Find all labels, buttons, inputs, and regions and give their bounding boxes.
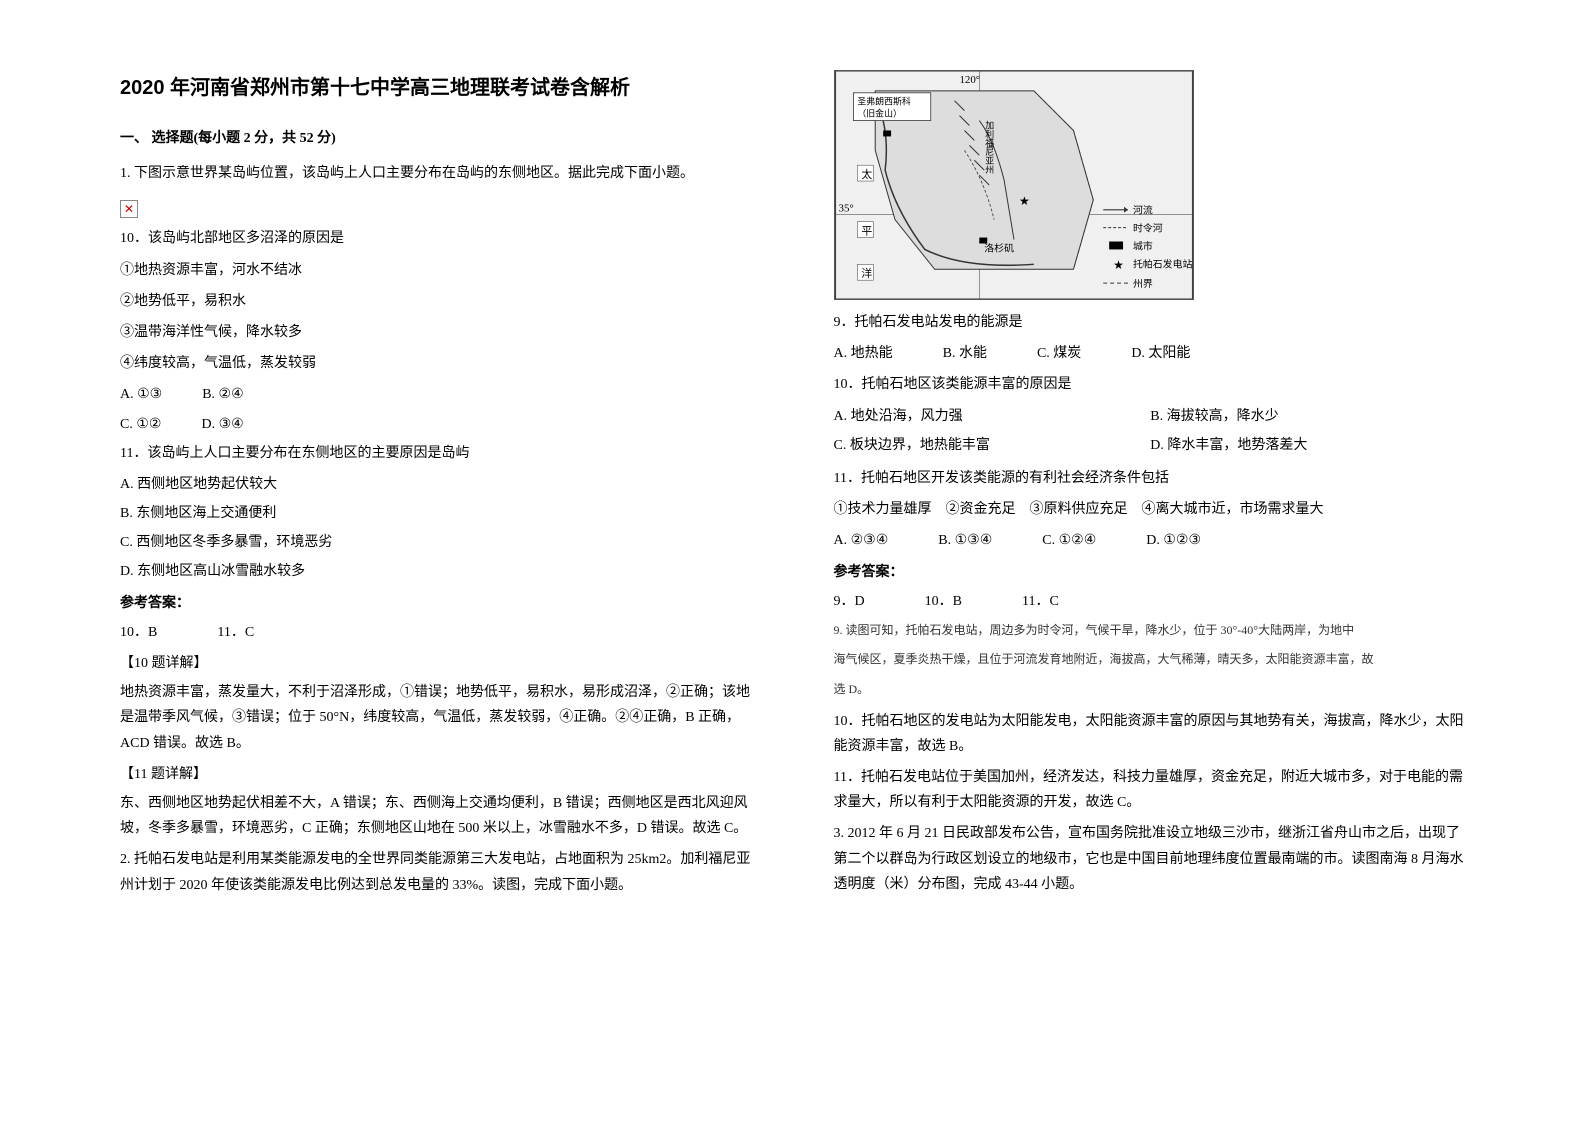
q9-optA: A. 地热能: [834, 341, 893, 366]
q11b-cond: ①技术力量雄厚 ②资金充足 ③原料供应充足 ④离大城市近，市场需求量大: [834, 497, 1468, 522]
q10-text: 10．该岛屿北部地区多沼泽的原因是: [120, 226, 754, 251]
q11-optC: C. 西侧地区冬季多暴雪，环境恶劣: [120, 530, 754, 555]
q9-optC: C. 煤炭: [1037, 341, 1081, 366]
q10-cond2: ②地势低平，易积水: [120, 289, 754, 314]
right-column: 120° 35° 洛杉矶 ★ 圣弗朗西斯科 （旧金山）: [794, 70, 1488, 1082]
broken-image-icon: ✕: [120, 200, 138, 218]
svg-text:河流: 河流: [1132, 204, 1152, 217]
svg-text:托帕石发电站: 托帕石发电站: [1132, 257, 1192, 270]
q11b-optD: D. ①②③: [1146, 528, 1201, 553]
q11-optA: A. 西侧地区地势起伏较大: [120, 472, 754, 497]
q11-optD: D. 东侧地区高山冰雪融水较多: [120, 559, 754, 584]
q10b-text: 10．托帕石地区该类能源丰富的原因是: [834, 372, 1468, 397]
q11b-optA: A. ②③④: [834, 528, 889, 553]
q10-cond4: ④纬度较高，气温低，蒸发较弱: [120, 351, 754, 376]
svg-text:州界: 州界: [1132, 278, 1152, 290]
lat-label: 35°: [838, 203, 853, 215]
q10-optD: D. ③④: [201, 412, 243, 437]
section-header: 一、 选择题(每小题 2 分，共 52 分): [120, 126, 754, 151]
lon-label: 120°: [959, 74, 980, 86]
left-column: 2020 年河南省郑州市第十七中学高三地理联考试卷含解析 一、 选择题(每小题 …: [100, 70, 794, 1082]
svg-text:加利福尼亚州: 加利福尼亚州: [984, 120, 994, 174]
q10b-optC: C. 板块边界，地热能丰富: [834, 433, 1151, 458]
svg-text:时令河: 时令河: [1132, 222, 1162, 235]
q10-options-row1: A. ①③ B. ②④: [120, 382, 754, 407]
exp10b-text: 10．托帕石地区的发电站为太阳能发电，太阳能资源丰富的原因与其地势有关，海拔高，…: [834, 709, 1468, 759]
q3-intro: 3. 2012 年 6 月 21 日民政部发布公告，宣布国务院批准设立地级三沙市…: [834, 821, 1468, 897]
q10-options-row2: C. ①② D. ③④: [120, 412, 754, 437]
exp9-line3: 选 D。: [834, 679, 1468, 701]
svg-text:太: 太: [861, 168, 872, 181]
q10-cond1: ①地热资源丰富，河水不结冰: [120, 258, 754, 283]
answer-row-2: 9．D 10．B 11．C: [834, 589, 1468, 614]
q11b-text: 11．托帕石地区开发该类能源的有利社会经济条件包括: [834, 466, 1468, 491]
q11b-optC: C. ①②④: [1042, 528, 1096, 553]
q2-intro: 2. 托帕石发电站是利用某类能源发电的全世界同类能源第三大发电站，占地面积为 2…: [120, 847, 754, 897]
ans-11: 11．C: [217, 620, 254, 645]
exp10-text: 地热资源丰富，蒸发量大，不利于沼泽形成，①错误；地势低平，易积水，易形成沼泽，②…: [120, 680, 754, 756]
svg-text:★: ★: [1113, 258, 1124, 272]
q9-options: A. 地热能 B. 水能 C. 煤炭 D. 太阳能: [834, 341, 1468, 366]
ans-11b: 11．C: [1022, 589, 1059, 614]
q10b-optD: D. 降水丰富，地势落差大: [1150, 433, 1467, 458]
q11b-options: A. ②③④ B. ①③④ C. ①②④ D. ①②③: [834, 528, 1468, 553]
document-title: 2020 年河南省郑州市第十七中学高三地理联考试卷含解析: [120, 70, 754, 106]
map-figure: 120° 35° 洛杉矶 ★ 圣弗朗西斯科 （旧金山）: [834, 70, 1194, 300]
q11b-optB: B. ①③④: [938, 528, 992, 553]
exp11-header: 【11 题详解】: [120, 762, 754, 787]
q10b-options: A. 地处沿海，风力强 B. 海拔较高，降水少 C. 板块边界，地热能丰富 D.…: [834, 404, 1468, 462]
q10-optC: C. ①②: [120, 412, 161, 437]
q9-optD: D. 太阳能: [1131, 341, 1190, 366]
q9-optB: B. 水能: [943, 341, 987, 366]
answer-label-2: 参考答案：: [834, 560, 1468, 585]
answer-row-1: 10．B 11．C: [120, 620, 754, 645]
q10-optB: B. ②④: [202, 382, 243, 407]
answer-label-1: 参考答案：: [120, 591, 754, 616]
svg-text:（旧金山）: （旧金山）: [857, 108, 902, 119]
q11-text: 11．该岛屿上人口主要分布在东侧地区的主要原因是岛屿: [120, 441, 754, 466]
exp9-line1: 9. 读图可知，托帕石发电站，周边多为时令河，气候干旱，降水少，位于 30°-4…: [834, 620, 1468, 642]
exp9-line2: 海气候区，夏季炎热干燥，且位于河流发育地附近，海拔高，大气稀薄，晴天多，太阳能资…: [834, 649, 1468, 671]
svg-text:平: 平: [861, 226, 872, 238]
q1-intro: 1. 下图示意世界某岛屿位置，该岛屿上人口主要分布在岛屿的东侧地区。据此完成下面…: [120, 161, 754, 186]
ans-9: 9．D: [834, 589, 865, 614]
exp11-text: 东、西侧地区地势起伏相差不大，A 错误；东、西侧海上交通均便利，B 错误；西侧地…: [120, 791, 754, 841]
q9-text: 9．托帕石发电站发电的能源是: [834, 310, 1468, 335]
exp11b-text: 11．托帕石发电站位于美国加州，经济发达，科技力量雄厚，资金充足，附近大城市多，…: [834, 765, 1468, 815]
q10-cond3: ③温带海洋性气候，降水较多: [120, 320, 754, 345]
city2-label: 洛杉矶: [984, 241, 1014, 254]
exp10-header: 【10 题详解】: [120, 651, 754, 676]
svg-text:洋: 洋: [861, 266, 872, 280]
ans-10b: 10．B: [925, 589, 962, 614]
q10b-optB: B. 海拔较高，降水少: [1150, 404, 1467, 429]
q11-optB: B. 东侧地区海上交通便利: [120, 501, 754, 526]
map-svg: 120° 35° 洛杉矶 ★ 圣弗朗西斯科 （旧金山）: [835, 71, 1193, 299]
svg-text:圣弗朗西斯科: 圣弗朗西斯科: [857, 96, 911, 107]
q10-optA: A. ①③: [120, 382, 162, 407]
svg-text:★: ★: [1018, 194, 1029, 208]
ans-10: 10．B: [120, 620, 157, 645]
svg-text:城市: 城市: [1132, 239, 1152, 252]
q10b-optA: A. 地处沿海，风力强: [834, 404, 1151, 429]
